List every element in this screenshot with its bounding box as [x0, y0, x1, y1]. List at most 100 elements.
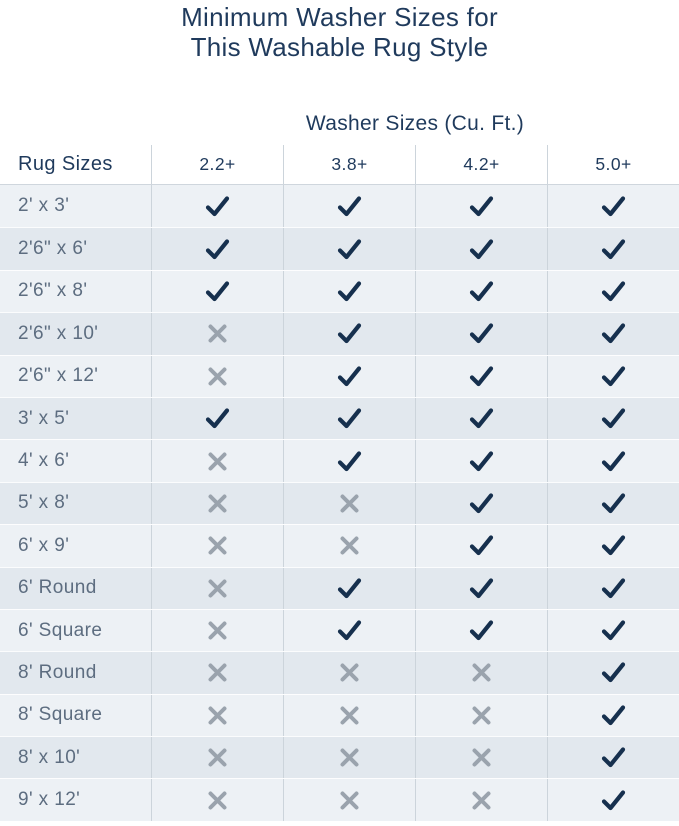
- check-icon: [415, 440, 547, 482]
- washer-size-column-header: 5.0+: [547, 145, 679, 184]
- check-icon: [283, 228, 415, 270]
- check-icon: [547, 270, 679, 313]
- x-icon: [151, 440, 283, 482]
- check-icon: [547, 228, 679, 270]
- table-row: 2'6" x 10': [0, 312, 679, 355]
- check-icon: [547, 609, 679, 652]
- table-header-row: Rug Sizes 2.2+ 3.8+ 4.2+ 5.0+: [0, 145, 679, 185]
- table-row: 3' x 5': [0, 396, 679, 440]
- washer-size-table: Washer Sizes (Cu. Ft.) Rug Sizes 2.2+ 3.…: [0, 112, 679, 821]
- table-row: 8' x 10': [0, 736, 679, 779]
- x-icon: [283, 652, 415, 694]
- check-icon: [547, 397, 679, 440]
- table-row: 2'6" x 8': [0, 269, 679, 313]
- table-row: 2'6" x 12': [0, 354, 679, 397]
- check-icon: [151, 397, 283, 440]
- x-icon: [151, 609, 283, 652]
- washer-size-column-header: 2.2+: [151, 145, 283, 184]
- table-row: 6' x 9': [0, 524, 679, 567]
- check-icon: [415, 313, 547, 355]
- table-row: 6' Square: [0, 608, 679, 652]
- check-icon: [151, 270, 283, 313]
- rug-sizes-column-header: Rug Sizes: [18, 153, 113, 175]
- check-icon: [415, 525, 547, 567]
- x-icon: [415, 779, 547, 821]
- x-icon: [151, 313, 283, 355]
- table-body: 2' x 3' 2'6" x 6' 2'6" x 8' 2'6" x 10' 2'6" …: [0, 185, 679, 821]
- x-icon: [151, 737, 283, 779]
- x-icon: [151, 482, 283, 525]
- check-icon: [547, 440, 679, 482]
- washer-size-column-header: 4.2+: [415, 145, 547, 184]
- rug-size-label: 2'6" x 6': [18, 238, 88, 260]
- check-icon: [283, 397, 415, 440]
- rug-size-label: 8' Round: [18, 661, 97, 683]
- check-icon: [547, 652, 679, 694]
- check-icon: [415, 355, 547, 397]
- check-icon: [415, 482, 547, 525]
- group-header-row: Washer Sizes (Cu. Ft.): [0, 112, 679, 138]
- x-icon: [151, 525, 283, 567]
- check-icon: [415, 609, 547, 652]
- x-icon: [151, 652, 283, 694]
- x-icon: [151, 567, 283, 609]
- rug-size-label: 6' x 9': [18, 534, 70, 556]
- washer-sizes-group-header: Washer Sizes (Cu. Ft.): [305, 112, 525, 135]
- check-icon: [283, 270, 415, 313]
- check-icon: [415, 228, 547, 270]
- check-icon: [547, 737, 679, 779]
- x-icon: [283, 737, 415, 779]
- x-icon: [283, 779, 415, 821]
- check-icon: [547, 185, 679, 228]
- check-icon: [547, 355, 679, 397]
- check-icon: [283, 355, 415, 397]
- x-icon: [415, 652, 547, 694]
- rug-size-label: 5' x 8': [18, 492, 70, 514]
- rug-size-label: 2'6" x 12': [18, 365, 99, 387]
- page-title: Minimum Washer Sizes for This Washable Ru…: [0, 0, 679, 62]
- rug-size-label: 2' x 3': [18, 195, 70, 217]
- x-icon: [151, 355, 283, 397]
- rug-size-label: 3' x 5': [18, 407, 70, 429]
- check-icon: [547, 313, 679, 355]
- check-icon: [415, 185, 547, 228]
- table-row: 4' x 6': [0, 439, 679, 482]
- page-title-line1: Minimum Washer Sizes for: [181, 2, 498, 32]
- check-icon: [151, 228, 283, 270]
- check-icon: [547, 482, 679, 525]
- rug-size-label: 8' Square: [18, 704, 103, 726]
- table-row: 6' Round: [0, 566, 679, 609]
- table-row: 8' Round: [0, 651, 679, 694]
- rug-size-label: 4' x 6': [18, 450, 70, 472]
- page-title-line2: This Washable Rug Style: [190, 32, 489, 62]
- rug-size-label: 2'6" x 8': [18, 280, 88, 302]
- rug-size-label: 2'6" x 10': [18, 322, 99, 344]
- check-icon: [547, 567, 679, 609]
- x-icon: [283, 525, 415, 567]
- check-icon: [415, 567, 547, 609]
- table-row: 5' x 8': [0, 481, 679, 525]
- check-icon: [547, 694, 679, 737]
- rug-size-label: 9' x 12': [18, 789, 81, 811]
- washer-size-column-header: 3.8+: [283, 145, 415, 184]
- table-row: 8' Square: [0, 693, 679, 737]
- check-icon: [283, 609, 415, 652]
- rug-size-label: 8' x 10': [18, 746, 81, 768]
- check-icon: [151, 185, 283, 228]
- x-icon: [151, 779, 283, 821]
- check-icon: [283, 313, 415, 355]
- x-icon: [415, 694, 547, 737]
- rug-size-label: 6' Square: [18, 619, 103, 641]
- x-icon: [283, 482, 415, 525]
- table-row: 9' x 12': [0, 778, 679, 821]
- table-row: 2'6" x 6': [0, 227, 679, 270]
- check-icon: [415, 270, 547, 313]
- x-icon: [151, 694, 283, 737]
- rug-size-label: 6' Round: [18, 577, 97, 599]
- table-row: 2' x 3': [0, 185, 679, 228]
- x-icon: [415, 737, 547, 779]
- x-icon: [283, 694, 415, 737]
- check-icon: [547, 525, 679, 567]
- check-icon: [547, 779, 679, 821]
